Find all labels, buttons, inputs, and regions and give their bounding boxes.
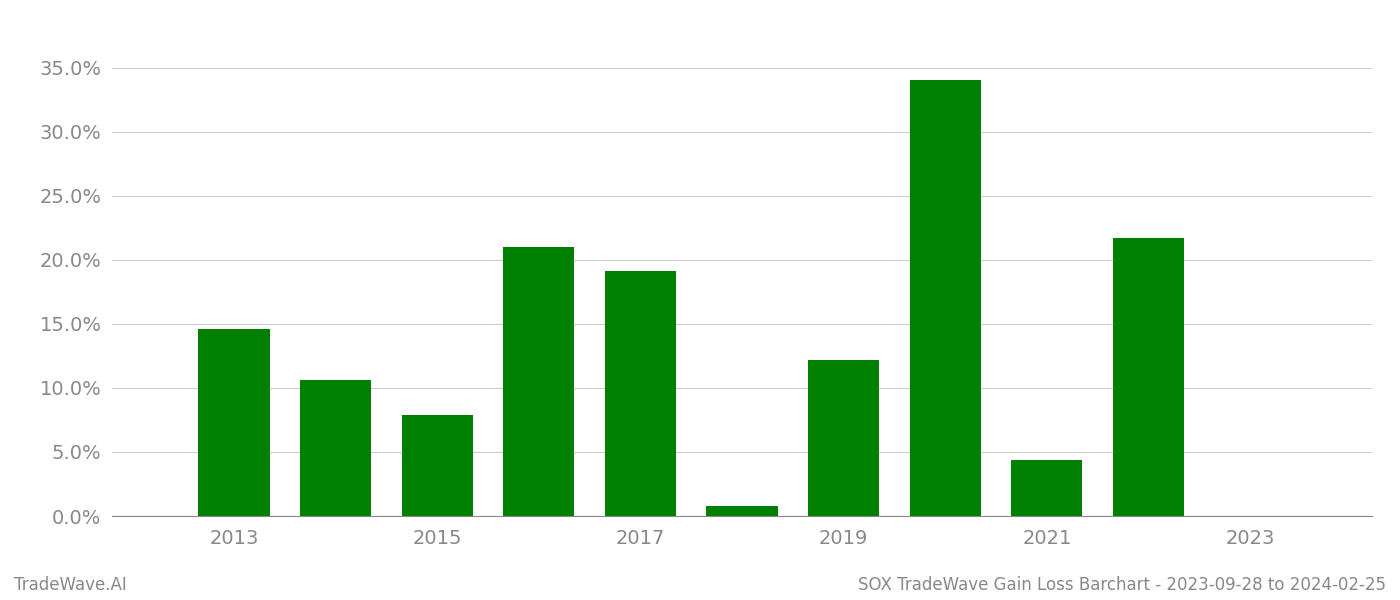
Bar	[503, 247, 574, 516]
Bar	[808, 360, 879, 516]
Bar	[910, 80, 981, 516]
Bar	[707, 506, 777, 516]
Bar	[1011, 460, 1082, 516]
Bar	[199, 329, 270, 516]
Bar	[402, 415, 473, 516]
Bar	[1113, 238, 1184, 516]
Bar	[300, 380, 371, 516]
Text: SOX TradeWave Gain Loss Barchart - 2023-09-28 to 2024-02-25: SOX TradeWave Gain Loss Barchart - 2023-…	[858, 576, 1386, 594]
Bar	[605, 271, 676, 516]
Text: TradeWave.AI: TradeWave.AI	[14, 576, 127, 594]
